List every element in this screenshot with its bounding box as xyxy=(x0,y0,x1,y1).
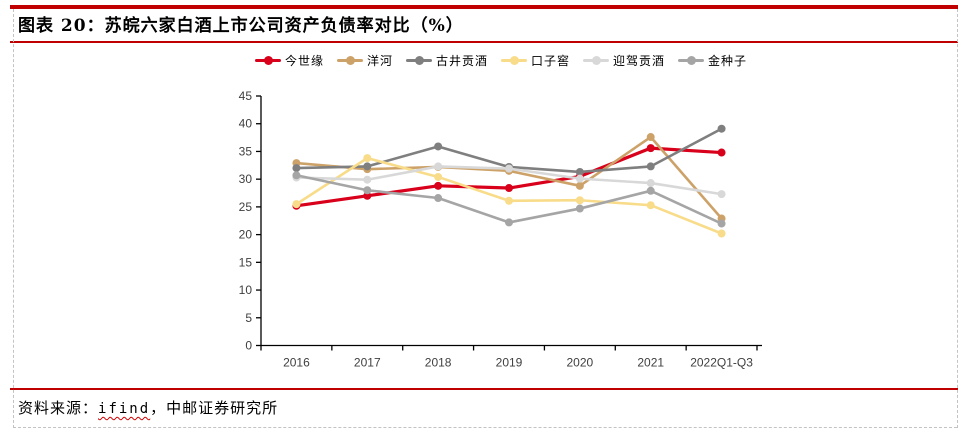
footer-divider xyxy=(10,388,958,390)
page-border-bottom xyxy=(13,427,957,428)
series-4-point-2 xyxy=(434,162,443,171)
series-2-point-1 xyxy=(363,162,372,171)
top-accent-bar xyxy=(10,5,958,9)
page-border-right xyxy=(957,9,958,428)
series-4-point-4 xyxy=(575,174,584,183)
legend-swatch-icon xyxy=(583,55,610,65)
legend-item-0: 今世缘 xyxy=(254,52,324,69)
title-divider xyxy=(10,41,958,43)
y-tick-label: 25 xyxy=(239,200,253,214)
page-border-left xyxy=(13,9,14,428)
legend-swatch-icon xyxy=(678,55,705,65)
figure-title: 图表 20：苏皖六家白酒上市公司资产负债率对比（%） xyxy=(18,16,464,36)
y-tick-label: 15 xyxy=(239,255,253,269)
series-5-point-6 xyxy=(717,219,726,228)
legend-item-3: 口子窖 xyxy=(501,52,570,69)
line-chart[interactable]: 今世缘 洋河 古井贡酒 口子窖 迎驾贡酒 金种子 0 5 10 15 20 25 30 35 40 45 20… xyxy=(225,50,777,380)
series-2-point-5 xyxy=(646,162,655,171)
series-0-point-3 xyxy=(505,184,513,193)
chart-legend: 今世缘 洋河 古井贡酒 口子窖 迎驾贡酒 金种子 xyxy=(225,50,777,70)
x-tick-label: 2016 xyxy=(283,356,310,370)
series-3-point-0 xyxy=(292,200,301,209)
series-2-point-0 xyxy=(292,164,301,173)
x-tick-label: 2018 xyxy=(425,356,452,370)
series-5-point-2 xyxy=(434,194,443,203)
series-5-point-3 xyxy=(505,218,513,227)
chart-plot-area: 0 5 10 15 20 25 30 35 40 45 2016 2017 2018 2019 2020 20… xyxy=(239,89,762,370)
x-tick-label: 2022Q1-Q3 xyxy=(690,356,753,370)
legend-swatch-icon xyxy=(405,55,432,65)
y-tick-label: 20 xyxy=(239,228,253,242)
y-tick-label: 35 xyxy=(239,144,253,158)
source-line: 资料来源：ifind，中邮证券研究所 xyxy=(18,397,278,418)
series-3-point-6 xyxy=(717,229,726,238)
legend-swatch-icon xyxy=(501,55,527,65)
series-5-point-4 xyxy=(575,204,584,213)
source-suffix: ，中邮证券研究所 xyxy=(150,399,279,417)
series-3-point-5 xyxy=(646,201,655,210)
series-0-point-6 xyxy=(717,148,726,157)
x-tick-label: 2019 xyxy=(496,356,523,370)
series-5-point-0 xyxy=(292,171,301,180)
series-4-point-6 xyxy=(717,190,726,199)
series-4-point-5 xyxy=(646,179,655,188)
legend-item-1: 洋河 xyxy=(336,52,393,69)
legend-label: 古井贡酒 xyxy=(435,53,488,68)
legend-label: 金种子 xyxy=(708,53,748,68)
y-tick-label: 40 xyxy=(239,117,253,131)
series-5-point-5 xyxy=(646,186,655,195)
legend-item-5: 金种子 xyxy=(678,52,747,69)
legend-swatch-icon xyxy=(254,55,281,65)
source-tool: ifind xyxy=(98,401,151,417)
x-tick-label: 2017 xyxy=(354,356,381,370)
series-1-point-5 xyxy=(646,133,655,142)
source-prefix: 资料来源： xyxy=(18,399,99,417)
series-1-point-4 xyxy=(575,181,584,190)
series-2-point-6 xyxy=(717,124,726,133)
legend-label: 今世缘 xyxy=(284,53,324,68)
legend-label: 迎驾贡酒 xyxy=(613,53,666,68)
series-3-point-1 xyxy=(363,154,372,163)
series-3-point-2 xyxy=(434,172,443,181)
legend-item-2: 古井贡酒 xyxy=(405,52,488,69)
series-2-point-2 xyxy=(434,142,443,151)
series-3-point-4 xyxy=(575,196,584,205)
series-4-point-3 xyxy=(505,164,513,173)
y-tick-label: 45 xyxy=(239,89,253,103)
x-tick-label: 2020 xyxy=(567,356,594,370)
legend-label: 口子窖 xyxy=(531,53,571,68)
series-0-point-2 xyxy=(434,181,443,190)
series-4-point-1 xyxy=(363,175,372,184)
series-2-point-4 xyxy=(575,167,584,176)
x-tick-label: 2021 xyxy=(637,356,664,370)
legend-item-4: 迎驾贡酒 xyxy=(583,52,665,69)
y-tick-label: 5 xyxy=(245,311,252,325)
y-tick-label: 10 xyxy=(239,283,253,297)
y-tick-label: 0 xyxy=(245,339,252,353)
legend-swatch-icon xyxy=(336,55,363,65)
series-0-point-5 xyxy=(646,144,655,153)
series-0-point-1 xyxy=(363,191,372,200)
series-3-point-3 xyxy=(505,196,513,205)
series-5-point-1 xyxy=(363,186,372,195)
y-tick-label: 30 xyxy=(239,172,253,186)
legend-label: 洋河 xyxy=(366,53,393,68)
